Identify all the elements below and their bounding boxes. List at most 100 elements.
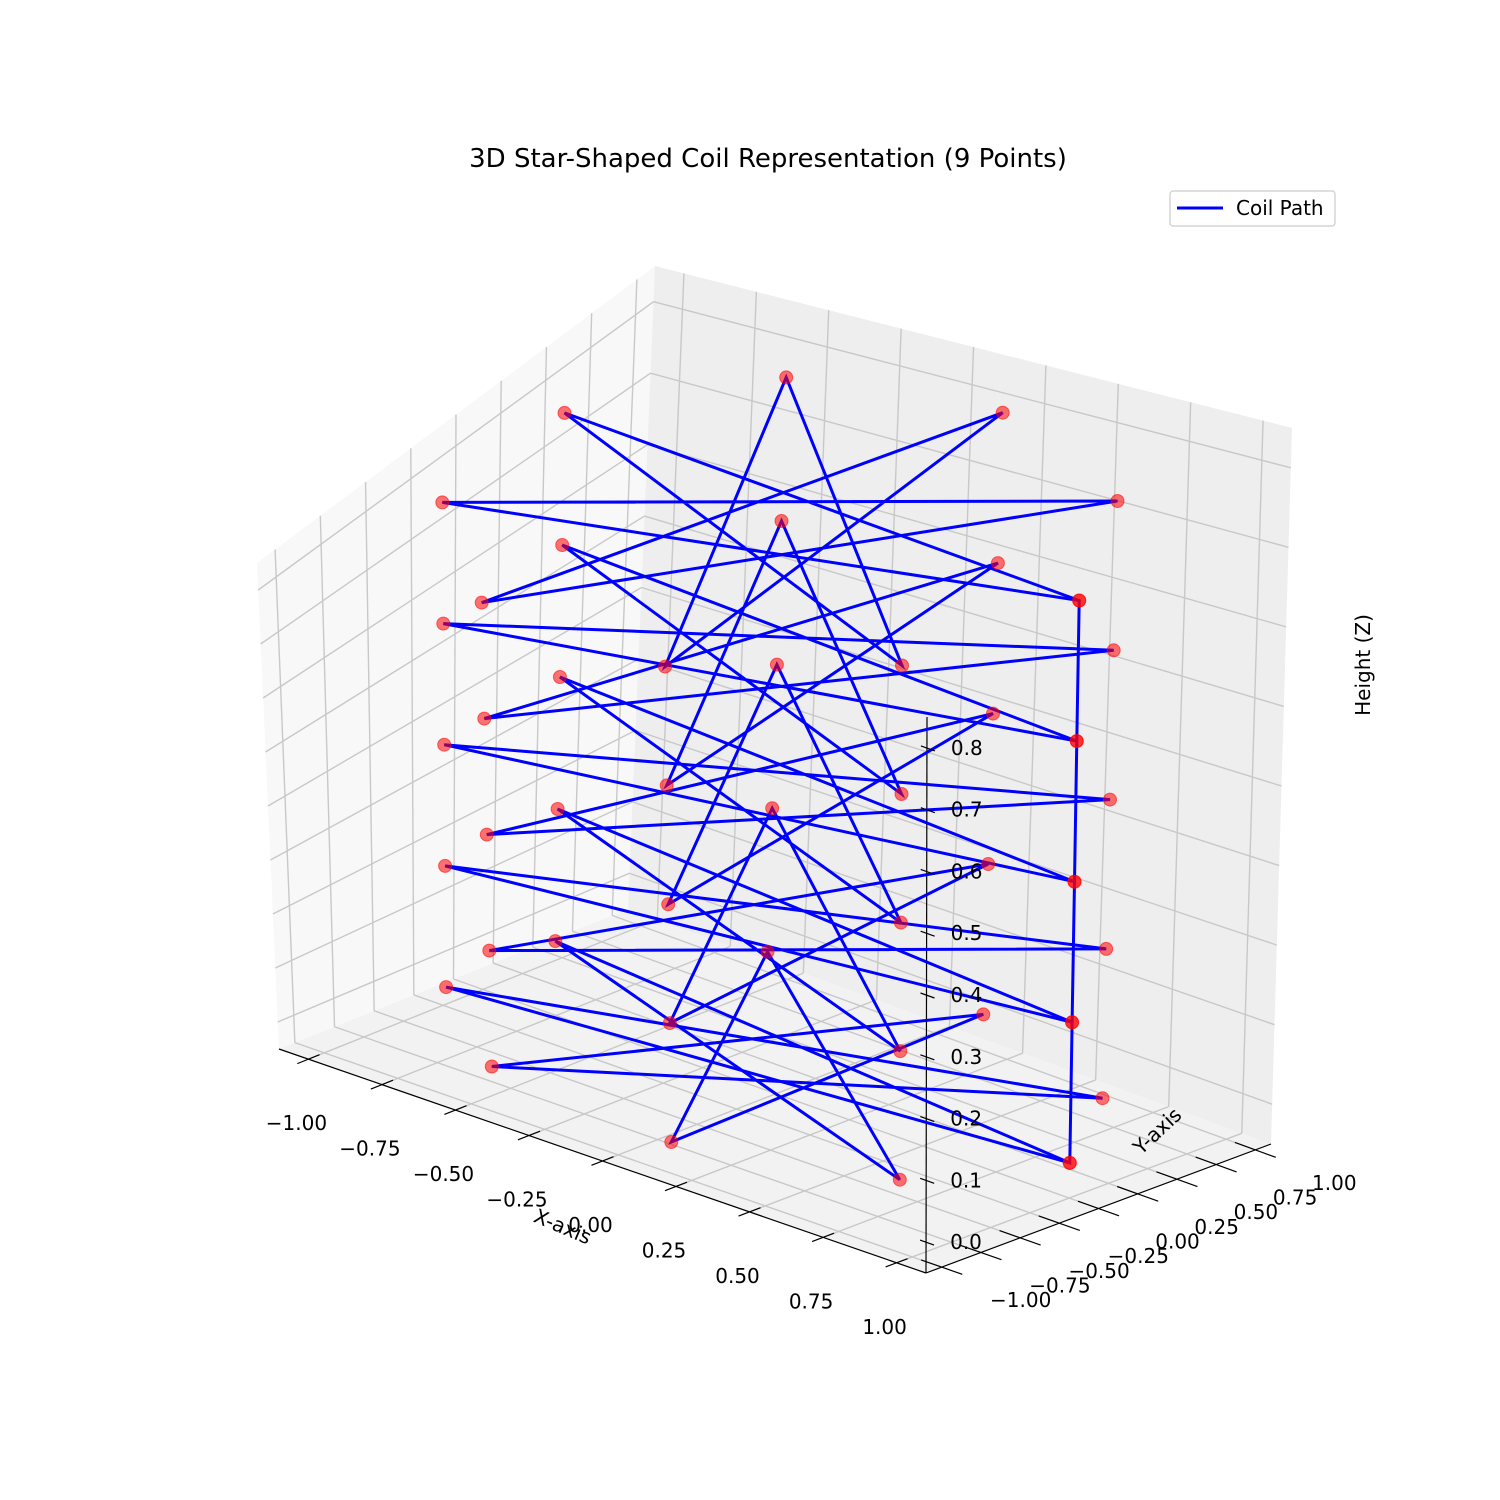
- coil-point-marker: [765, 801, 780, 816]
- coil-point-marker: [986, 706, 1000, 721]
- coil-point-marker: [477, 711, 492, 726]
- grid-line-z: [260, 372, 651, 645]
- coil-path-series: [442, 373, 1118, 1181]
- x-tick-label: 0.25: [642, 1239, 687, 1263]
- x-tick-label: −1.00: [266, 1111, 327, 1135]
- grid-line-z: [267, 586, 642, 807]
- legend-box: [1169, 190, 1336, 227]
- back-wall-pane: [628, 266, 1292, 1144]
- coil-point-marker: [779, 370, 794, 385]
- coil-point-marker: [995, 405, 1010, 420]
- legend: Coil Path: [1169, 190, 1336, 227]
- y-tick-mark: [999, 1230, 1041, 1246]
- grid-line-z: [647, 443, 1287, 628]
- coil-point-marker: [1099, 941, 1114, 956]
- grid-line-y: [334, 1026, 982, 1254]
- grid-line-y: [373, 1010, 1021, 1239]
- x-tick-mark: [370, 1079, 394, 1090]
- x-tick-label: −0.75: [339, 1137, 400, 1161]
- coil-point-marker: [662, 1016, 677, 1031]
- grid-line-z: [653, 301, 1292, 469]
- z-tick-label: 0.2: [950, 1107, 982, 1131]
- legend-label-coil-path: Coil Path: [1236, 196, 1324, 220]
- grid-line-z: [265, 515, 645, 753]
- left-wall-pane: [257, 266, 655, 1049]
- coil-point-marker: [435, 495, 450, 510]
- z-tick-label: 0.3: [950, 1045, 982, 1069]
- coil-point-marker: [437, 737, 452, 752]
- grid-line-z: [270, 658, 639, 861]
- z-tick-mark: [920, 992, 935, 999]
- coil-point-marker: [557, 405, 572, 420]
- z-tick-label: 0.8: [951, 736, 983, 760]
- coil-point-marker: [439, 980, 454, 995]
- coil-point-marker: [552, 670, 567, 684]
- coil-point-marker: [482, 943, 497, 958]
- chart-title: 3D Star-Shaped Coil Representation (9 Po…: [469, 144, 1067, 174]
- coil-point-marker: [436, 616, 451, 631]
- y-tick-label: −0.50: [1068, 1259, 1129, 1283]
- x-tick-mark: [664, 1181, 688, 1192]
- y-tick-label: −0.25: [1108, 1244, 1169, 1268]
- coil-point-marker: [659, 778, 674, 793]
- z-tick-mark: [920, 745, 936, 752]
- x-tick-mark: [811, 1232, 835, 1243]
- grid-line-z: [272, 729, 636, 915]
- grid-line-z: [638, 658, 1280, 867]
- coil-point-marker: [774, 514, 789, 528]
- z-tick-label: 0.7: [951, 798, 983, 822]
- y-tick-label: 1.00: [1312, 1171, 1357, 1195]
- coil-point-marker: [555, 538, 570, 552]
- x-tick-label: −0.50: [413, 1162, 474, 1186]
- z-tick-label: 0.0: [950, 1230, 982, 1254]
- y-tick-mark: [1195, 1156, 1237, 1173]
- y-tick-mark: [920, 1259, 963, 1275]
- coil-point-marker: [664, 1135, 679, 1149]
- coil-point-marker: [474, 595, 489, 610]
- x-tick-mark: [591, 1156, 614, 1166]
- x-tick-label: 0.00: [568, 1213, 613, 1237]
- coil-point-marker: [1103, 792, 1117, 807]
- coil-point-marker: [1106, 643, 1121, 658]
- grid-line-y: [294, 1041, 942, 1268]
- coil-point-marker: [1110, 494, 1125, 508]
- grid-line-z: [629, 872, 1273, 1105]
- x-tick-mark: [444, 1105, 467, 1116]
- coil-point-marker: [1095, 1091, 1110, 1106]
- x-tick-mark: [738, 1207, 761, 1217]
- z-tick-label: 0.1: [950, 1168, 982, 1192]
- x-tick-label: 1.00: [862, 1315, 907, 1339]
- grid-line-y: [413, 994, 1060, 1224]
- coil-point-marker: [548, 934, 563, 949]
- z-tick-mark: [920, 868, 935, 876]
- grid-line-y: [492, 962, 1138, 1195]
- z-tick-mark: [920, 1115, 935, 1123]
- coil-point-marker: [438, 858, 453, 873]
- x-tick-mark: [297, 1054, 320, 1065]
- y-tick-mark: [1038, 1215, 1081, 1231]
- coil-point-marker: [1065, 1015, 1080, 1030]
- y-tick-label: 0.00: [1155, 1230, 1200, 1254]
- z-tick-mark: [919, 1239, 935, 1246]
- coil-point-marker: [661, 897, 676, 912]
- grid-line-z: [635, 729, 1278, 946]
- coil-point-marker: [1062, 1155, 1077, 1170]
- grid-line-y: [611, 914, 1256, 1151]
- y-tick-label: 0.75: [1273, 1186, 1318, 1210]
- coil-point-marker: [484, 1059, 499, 1074]
- coil-point-marker: [892, 1172, 907, 1187]
- x-tick-mark: [885, 1258, 908, 1268]
- coil-point-marker: [1072, 593, 1087, 608]
- grid-line-z: [257, 301, 654, 591]
- coil-point-marker: [658, 659, 673, 674]
- coil-point-marker: [976, 1007, 991, 1022]
- z-tick-mark: [919, 1177, 935, 1184]
- z-tick-label: 0.4: [951, 983, 983, 1007]
- grid-line-z: [650, 372, 1289, 549]
- coil-point-marker: [981, 857, 996, 871]
- coil-point-marker: [894, 787, 909, 801]
- coil-point-marker: [1069, 734, 1084, 749]
- coil-path-line: [442, 373, 1118, 1181]
- coil-point-markers: [435, 370, 1125, 1187]
- y-tick-mark: [960, 1244, 1002, 1261]
